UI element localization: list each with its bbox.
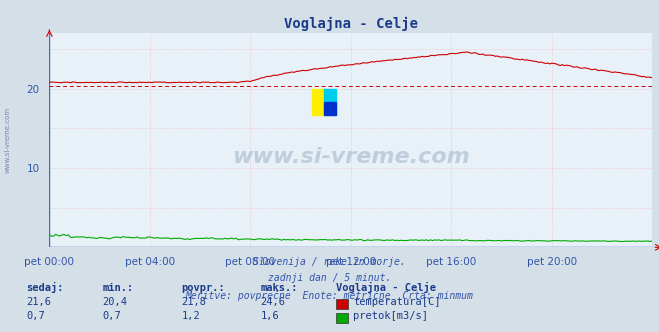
- Text: temperatura[C]: temperatura[C]: [353, 297, 441, 307]
- Bar: [324, 89, 336, 102]
- Text: sedaj:: sedaj:: [26, 282, 64, 293]
- Text: min.:: min.:: [102, 283, 133, 293]
- Text: Slovenija / reke in morje.: Slovenija / reke in morje.: [253, 257, 406, 267]
- Text: www.si-vreme.com: www.si-vreme.com: [5, 106, 11, 173]
- Text: maks.:: maks.:: [260, 283, 298, 293]
- Text: www.si-vreme.com: www.si-vreme.com: [232, 147, 470, 167]
- Text: 1,2: 1,2: [181, 311, 200, 321]
- Bar: [312, 89, 324, 115]
- Text: 20,4: 20,4: [102, 297, 127, 307]
- Text: 21,8: 21,8: [181, 297, 206, 307]
- Bar: [324, 102, 336, 115]
- Text: pretok[m3/s]: pretok[m3/s]: [353, 311, 428, 321]
- Text: 0,7: 0,7: [26, 311, 45, 321]
- Text: zadnji dan / 5 minut.: zadnji dan / 5 minut.: [268, 273, 391, 283]
- Text: 21,6: 21,6: [26, 297, 51, 307]
- Text: Meritve: povprečne  Enote: metrične  Črta: minmum: Meritve: povprečne Enote: metrične Črta:…: [186, 289, 473, 301]
- Text: 0,7: 0,7: [102, 311, 121, 321]
- Text: 24,6: 24,6: [260, 297, 285, 307]
- Title: Voglajna - Celje: Voglajna - Celje: [284, 17, 418, 31]
- Text: 1,6: 1,6: [260, 311, 279, 321]
- Text: Voglajna - Celje: Voglajna - Celje: [336, 282, 436, 293]
- Text: povpr.:: povpr.:: [181, 283, 225, 293]
